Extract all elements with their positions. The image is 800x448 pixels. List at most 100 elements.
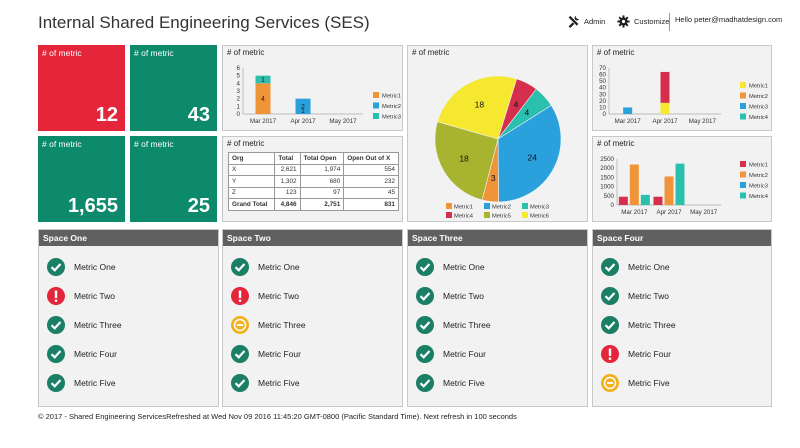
metric-row[interactable]: Metric Four <box>230 344 301 364</box>
minus-circle-icon <box>231 316 249 334</box>
chart-title: # of metric <box>597 48 635 57</box>
bar-segment[interactable] <box>660 71 670 103</box>
legend-label: Metric3 <box>530 205 549 211</box>
bar-segment[interactable] <box>255 75 271 84</box>
legend-label: Metric4 <box>749 115 769 121</box>
metric-label: Metric Five <box>628 378 670 388</box>
table-row: Z 123 97 45 <box>227 186 399 199</box>
y-tick-label: 60 <box>599 72 606 79</box>
metric-row[interactable]: Metric Two <box>415 286 484 306</box>
chart-title: # of metric <box>597 139 635 148</box>
bar-segment[interactable] <box>660 102 670 114</box>
bar-segment[interactable] <box>295 98 311 114</box>
x-tick-label: Apr 2017 <box>656 209 682 216</box>
metric-row[interactable]: Metric Five <box>600 373 670 393</box>
pie-slice[interactable] <box>434 121 499 201</box>
gear-icon <box>617 15 630 28</box>
kpi-tile[interactable]: # of metric 12 <box>38 45 125 131</box>
metric-label: Metric Five <box>443 378 485 388</box>
x-tick-label: May 2017 <box>690 209 718 216</box>
cell: 45 <box>343 186 399 199</box>
metric-row[interactable]: Metric Five <box>46 373 116 393</box>
metric-row[interactable]: Metric One <box>230 257 300 277</box>
kpi-label: # of metric <box>42 48 82 58</box>
x-tick-label: Apr 2017 <box>290 118 316 125</box>
kpi-tile[interactable]: # of metric 1,655 <box>38 136 125 222</box>
metric-row[interactable]: Metric Four <box>46 344 117 364</box>
metric-row[interactable]: Metric Three <box>46 315 122 335</box>
metric-label: Metric Four <box>443 349 486 359</box>
pie-data-label: 4 <box>514 99 519 109</box>
metric-row[interactable]: Metric Three <box>600 315 676 335</box>
metric-row[interactable]: Metric One <box>415 257 485 277</box>
metric-label: Metric Three <box>74 320 122 330</box>
kpi-tile[interactable]: # of metric 43 <box>130 45 217 131</box>
legend-label: Metric1 <box>454 205 473 211</box>
metric-row[interactable]: Metric Five <box>230 373 300 393</box>
stacked-bar-chart-panel: # of metric 0 10 20 30 40 50 60 70 Mar 2017 Apr 2… <box>592 45 772 131</box>
metric-row[interactable]: Metric One <box>600 257 670 277</box>
admin-button[interactable]: Admin <box>567 15 605 28</box>
pie-slice[interactable] <box>437 75 517 140</box>
pie-data-label: 18 <box>459 153 469 163</box>
metric-row[interactable]: Metric Five <box>415 373 485 393</box>
metric-label: Metric One <box>628 262 670 272</box>
cell: 123 <box>274 186 301 199</box>
metric-row[interactable]: Metric Two <box>600 286 669 306</box>
y-tick-label: 0 <box>237 111 241 118</box>
kpi-value: 1,655 <box>67 195 118 217</box>
org-table-panel: # of metric Org Total Total Open Open Ou… <box>222 136 403 222</box>
metric-row[interactable]: Metric Four <box>415 344 486 364</box>
y-tick-label: 0 <box>603 111 607 118</box>
metric-label: Metric Four <box>258 349 301 359</box>
metric-row[interactable]: Metric Two <box>230 286 299 306</box>
bar[interactable] <box>629 164 639 205</box>
legend-swatch <box>740 103 746 109</box>
cell: 554 <box>343 163 399 176</box>
tools-icon <box>568 15 580 28</box>
customize-button[interactable]: Customize <box>617 15 669 28</box>
bar-data-label: 4 <box>261 96 265 103</box>
metric-row[interactable]: Metric Two <box>46 286 115 306</box>
bar[interactable] <box>640 194 650 205</box>
metric-row[interactable]: Metric Four <box>600 344 671 364</box>
y-tick-label: 40 <box>599 85 606 92</box>
y-tick-label: 30 <box>599 91 606 98</box>
admin-label: Admin <box>584 17 606 26</box>
kpi-tile[interactable]: # of metric 25 <box>130 136 217 222</box>
metric-row[interactable]: Metric One <box>46 257 116 277</box>
pie-slice[interactable] <box>497 104 562 203</box>
kpi-value: 25 <box>187 195 210 217</box>
kpi-value: 12 <box>95 104 118 126</box>
metric-row[interactable]: Metric Three <box>415 315 491 335</box>
y-tick-label: 3 <box>237 88 241 95</box>
legend-label: Metric1 <box>749 84 768 90</box>
metric-label: Metric One <box>74 262 116 272</box>
legend-label: Metric2 <box>382 104 401 110</box>
bar[interactable] <box>664 176 674 205</box>
bar[interactable] <box>653 196 663 205</box>
legend-swatch <box>484 212 490 218</box>
kpi-label: # of metric <box>134 139 174 149</box>
bar[interactable] <box>618 196 628 205</box>
bar[interactable] <box>675 163 685 205</box>
legend-swatch <box>446 203 452 209</box>
chart-title: # of metric <box>227 48 265 57</box>
bar-segment[interactable] <box>255 83 271 114</box>
table-row: Y 1,302 680 232 <box>227 175 399 188</box>
user-greeting[interactable]: Hello peter@madhatdesign.com <box>675 15 783 24</box>
legend-swatch <box>740 92 746 99</box>
check-circle-icon <box>416 316 434 334</box>
y-tick-label: 2 <box>237 96 241 103</box>
check-circle-icon <box>416 258 434 276</box>
footer-text: © 2017 - Shared Engineering ServicesRefr… <box>38 412 517 421</box>
space-panel: Space Four Metric One Metric Two Metric Th… <box>592 229 772 407</box>
column-header: Total <box>274 152 301 165</box>
minus-circle-icon <box>601 374 619 392</box>
metric-row[interactable]: Metric Three <box>230 315 306 335</box>
bar-segment[interactable] <box>623 107 633 114</box>
legend-swatch <box>740 192 746 199</box>
legend-swatch <box>522 203 528 209</box>
